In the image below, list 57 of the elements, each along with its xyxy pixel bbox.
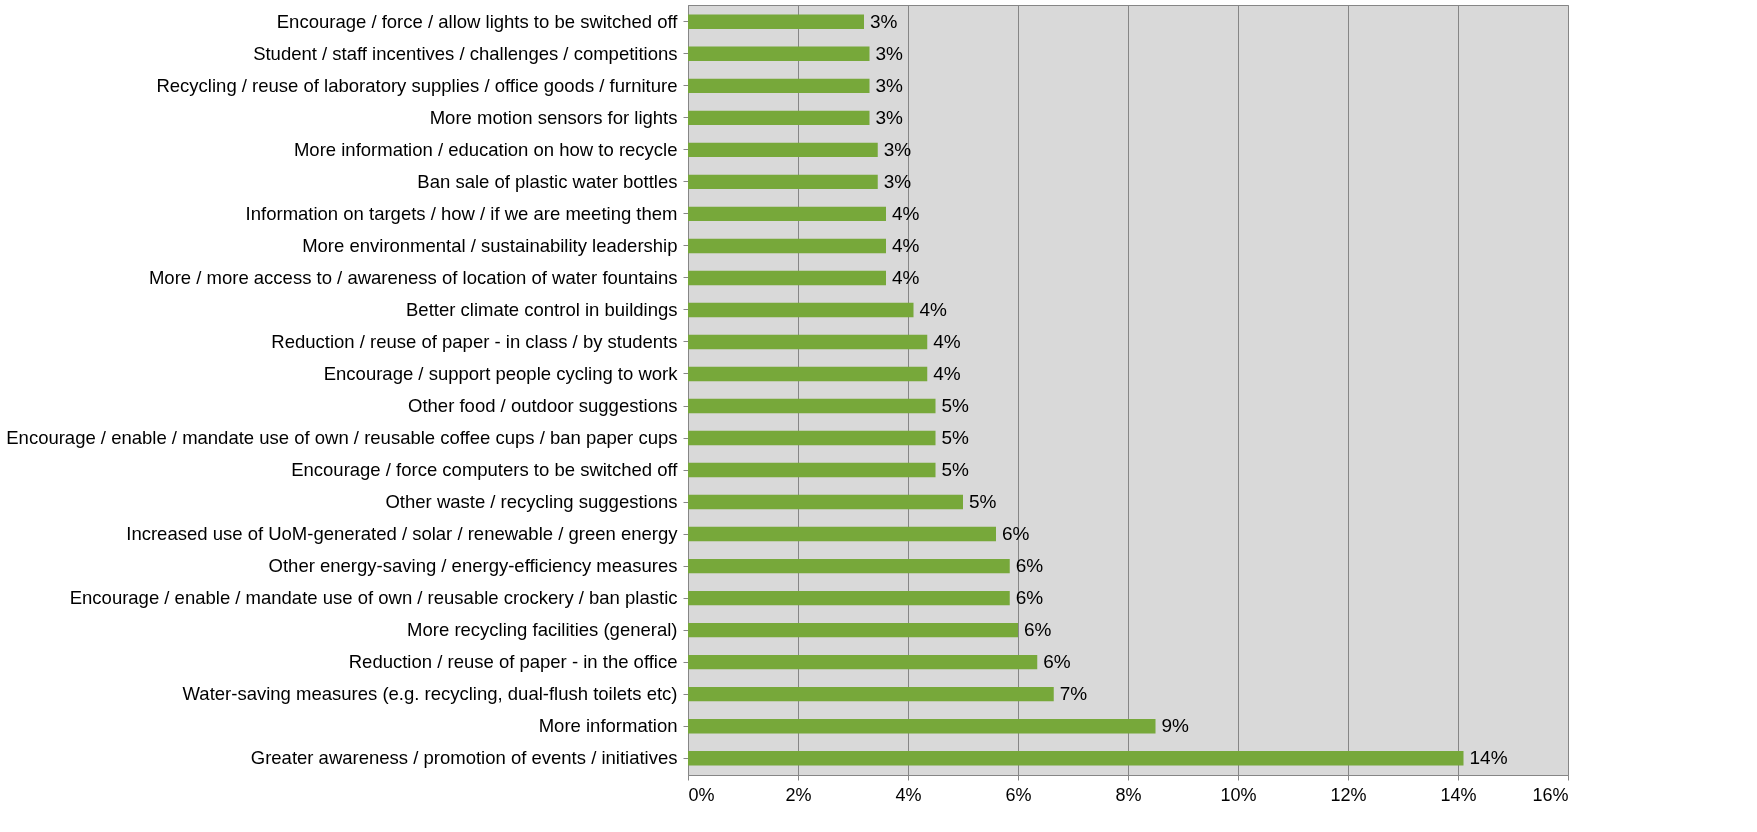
data-label: 4%	[933, 330, 961, 352]
data-label: 3%	[883, 138, 912, 160]
y-tick-label: More recycling facilities (general)	[407, 619, 678, 641]
data-label: 5%	[941, 427, 970, 449]
x-tick-label: 6%	[1005, 784, 1032, 805]
x-tick-label: 10%	[1220, 784, 1257, 805]
data-label: 5%	[941, 395, 970, 417]
y-tick-label: Increased use of UoM-generated / solar / renewable / green energy	[126, 523, 679, 545]
y-tick-label: Student / staff incentives / challenges / competitions	[253, 42, 678, 64]
y-tick-label: Ban sale of plastic water bottles	[417, 170, 678, 192]
data-label: 14%	[1469, 747, 1508, 769]
data-label: 5%	[941, 459, 970, 481]
y-tick-label: Other waste / recycling suggestions	[385, 491, 678, 513]
y-tick-label: Encourage / enable / mandate use of own / reusable coffee cups / ban paper cups	[6, 427, 678, 449]
x-tick-label: 2%	[785, 784, 812, 805]
x-tick-label: 16%	[1532, 784, 1569, 805]
data-label: 6%	[1015, 555, 1044, 577]
y-tick-label: More motion sensors for lights	[429, 106, 678, 128]
data-label: 3%	[883, 170, 912, 192]
y-tick-label: Encourage / support people cycling to work	[323, 362, 679, 384]
data-label: 4%	[933, 362, 961, 384]
y-tick-label: Recycling / reuse of laboratory supplies / office goods / furniture	[156, 74, 678, 96]
data-label: 6%	[1015, 587, 1044, 609]
y-tick-label: Encourage / force / allow lights to be switched off	[276, 10, 679, 32]
y-tick-label: Information on targets / how / if we are meeting them	[245, 202, 678, 224]
x-tick-label: 4%	[895, 784, 922, 805]
x-tick-label: 0%	[688, 784, 715, 805]
y-tick-label: Reduction / reuse of paper - in the office	[348, 651, 678, 673]
x-tick-label: 14%	[1440, 784, 1477, 805]
y-tick-label: More information	[538, 715, 678, 737]
data-label: 4%	[892, 266, 920, 288]
data-label: 3%	[875, 106, 904, 128]
data-label: 4%	[919, 298, 948, 320]
y-tick-label: More / more access to / awareness of location of water fountains	[148, 266, 678, 288]
y-tick-label: Other food / outdoor suggestions	[408, 395, 678, 417]
y-tick-label: More environmental / sustainability leadership	[302, 234, 678, 256]
data-label: 6%	[1043, 651, 1071, 673]
data-label: 3%	[875, 42, 904, 64]
y-tick-label: More information / education on how to recycle	[293, 138, 678, 160]
data-label: 7%	[1059, 683, 1088, 705]
y-tick-label: Reduction / reuse of paper - in class / by students	[271, 330, 678, 352]
data-label: 4%	[892, 202, 920, 224]
y-tick-label: Water-saving measures (e.g. recycling, dual-flush toilets etc)	[182, 683, 678, 705]
data-label: 3%	[875, 74, 904, 96]
data-label: 5%	[969, 491, 997, 513]
x-tick-label: 12%	[1330, 784, 1367, 805]
y-tick-label: Encourage / force computers to be switched off	[291, 459, 679, 481]
data-label: 9%	[1161, 715, 1190, 737]
y-tick-label: Better climate control in buildings	[406, 298, 678, 320]
y-tick-label: Greater awareness / promotion of events / initiatives	[250, 747, 678, 769]
data-label: 4%	[892, 234, 920, 256]
data-label: 6%	[1002, 523, 1030, 545]
x-tick-label: 8%	[1115, 784, 1142, 805]
y-tick-label: Encourage / enable / mandate use of own / reusable crockery / ban plastic	[69, 587, 678, 609]
y-tick-label: Other energy-saving / energy-efficiency measures	[268, 555, 678, 577]
data-label: 6%	[1024, 619, 1052, 641]
data-label: 3%	[870, 10, 898, 32]
